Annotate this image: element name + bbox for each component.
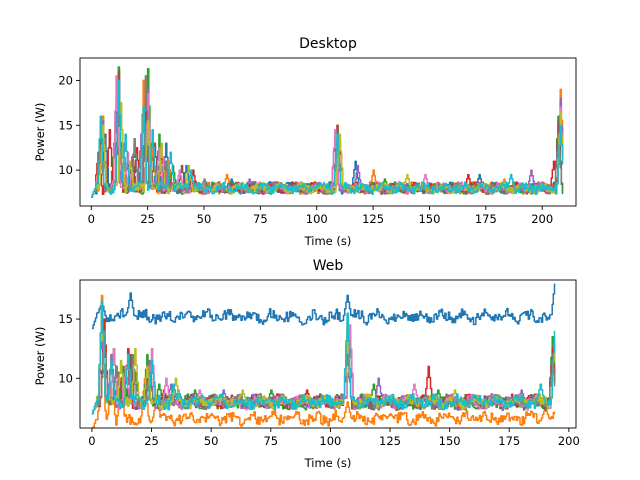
series-line-10	[91, 79, 564, 198]
x-tick-label: 200	[531, 212, 553, 226]
desktop-y-axis-label: Power (W)	[33, 103, 47, 162]
web-x-axis-label: Time (s)	[304, 456, 352, 470]
web-title: Web	[313, 258, 344, 274]
x-tick-label: 175	[475, 212, 497, 226]
series-line-10	[91, 300, 556, 415]
x-tick-label: 100	[306, 212, 328, 226]
x-tick-label: 100	[319, 434, 341, 448]
x-tick-label: 25	[144, 434, 159, 448]
series-line-6	[91, 70, 564, 198]
web-plot-area	[79, 279, 577, 429]
desktop-panel: Desktop 0 25 50 75 100 125 150 175 200 10 15 20 Ti…	[33, 36, 577, 248]
x-tick-label: 150	[418, 212, 440, 226]
desktop-title: Desktop	[299, 36, 357, 52]
x-tick-label: 150	[439, 434, 461, 448]
web-panel: Web 0 25 50 75 100 125 150 175 200 10 15 Time (s)…	[33, 258, 580, 470]
series-line-9	[91, 102, 564, 198]
y-tick-label: 10	[58, 163, 73, 177]
x-tick-label: 25	[140, 212, 155, 226]
x-tick-label: 50	[204, 434, 219, 448]
y-tick-label: 10	[58, 371, 73, 385]
x-tick-label: 175	[498, 434, 520, 448]
x-tick-label: 125	[362, 212, 384, 226]
web-y-axis-label: Power (W)	[33, 327, 47, 386]
axes-frame	[79, 57, 577, 207]
x-tick-label: 75	[253, 212, 268, 226]
x-tick-label: 75	[263, 434, 278, 448]
series-lines	[91, 283, 556, 428]
x-tick-label: 200	[558, 434, 580, 448]
web-y-ticks: 10 15	[58, 312, 80, 385]
x-tick-label: 0	[88, 434, 95, 448]
web-x-ticks: 0 25 50 75 100 125 150 175 200	[88, 428, 580, 448]
x-tick-label: 0	[88, 212, 95, 226]
desktop-y-ticks: 10 15 20	[58, 73, 80, 177]
y-tick-label: 15	[58, 118, 73, 132]
x-tick-label: 125	[379, 434, 401, 448]
x-tick-label: 50	[197, 212, 212, 226]
series-line-2	[92, 294, 556, 428]
desktop-x-axis-label: Time (s)	[304, 234, 352, 248]
series-line-1	[91, 283, 556, 330]
desktop-plot-area	[79, 57, 577, 207]
series-lines	[91, 66, 564, 198]
desktop-x-ticks: 0 25 50 75 100 125 150 175 200	[88, 206, 553, 226]
y-tick-label: 15	[58, 312, 73, 326]
y-tick-label: 20	[58, 73, 73, 87]
axes-frame	[79, 279, 577, 429]
